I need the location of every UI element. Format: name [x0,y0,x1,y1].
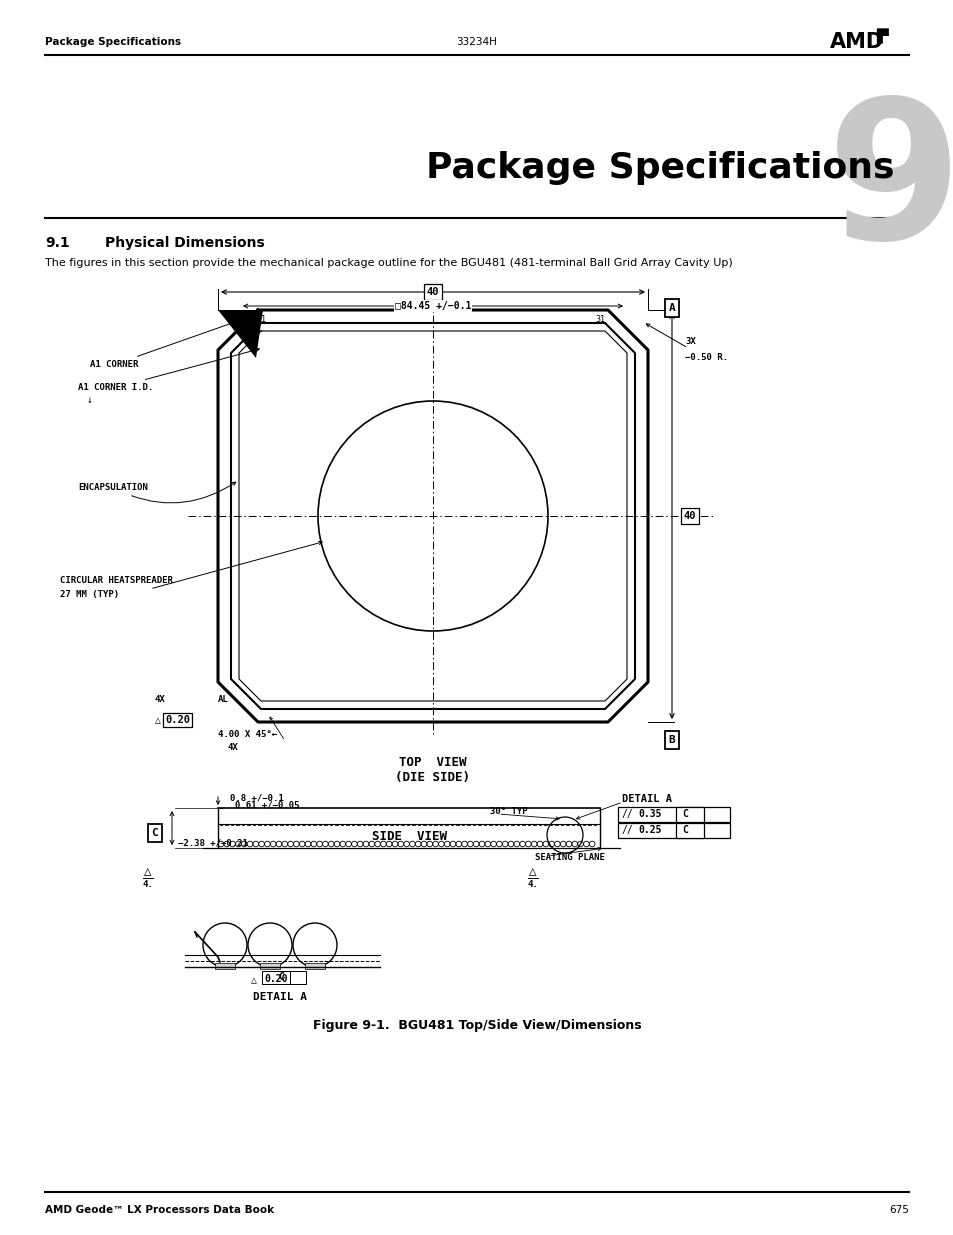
Text: A: A [668,303,675,312]
Text: ENCAPSULATION: ENCAPSULATION [78,482,235,503]
Text: AL: AL [218,695,229,704]
Text: C: C [152,827,158,839]
Text: △: △ [529,864,537,878]
Text: 1: 1 [261,315,266,324]
Text: Physical Dimensions: Physical Dimensions [105,236,265,249]
Text: Package Specifications: Package Specifications [45,37,181,47]
Text: CIRCULAR HEATSPREADER: CIRCULAR HEATSPREADER [60,576,172,585]
Text: 3X: 3X [684,337,695,347]
Text: DETAIL A: DETAIL A [621,794,671,804]
Text: ▛: ▛ [875,28,887,43]
Text: The figures in this section provide the mechanical package outline for the BGU48: The figures in this section provide the … [45,258,732,268]
Text: 4.: 4. [527,881,537,889]
Text: 40: 40 [683,511,696,521]
Text: 9.1: 9.1 [45,236,70,249]
Bar [262,971,290,984]
Bar [618,806,729,823]
Text: (DIE SIDE): (DIE SIDE) [395,771,470,784]
Text: AMD Geode™ LX Processors Data Book: AMD Geode™ LX Processors Data Book [45,1205,274,1215]
Text: 31: 31 [595,315,604,324]
Text: 4.00 X 45°←: 4.00 X 45°← [218,730,276,739]
Text: 4X: 4X [228,743,238,752]
Text: 27 MM (TYP): 27 MM (TYP) [60,590,119,599]
Text: △: △ [251,974,256,986]
Text: −0.50 R.: −0.50 R. [684,352,727,362]
Bar [618,823,729,839]
Text: A1 CORNER: A1 CORNER [90,316,251,369]
Text: SEATING PLANE: SEATING PLANE [535,852,604,862]
Text: C: C [681,825,687,835]
Text: 0.8 +/−0.1: 0.8 +/−0.1 [230,794,283,803]
Bar [260,963,280,969]
Bar [290,971,306,984]
Bar [676,806,703,823]
Text: 0.20: 0.20 [264,974,287,984]
Text: TOP  VIEW: TOP VIEW [399,756,466,769]
Text: 0.61 +/−0.05: 0.61 +/−0.05 [234,802,299,810]
Text: DETAIL A: DETAIL A [253,992,307,1002]
Text: △: △ [154,715,161,725]
Text: □84.45 +/−0.1: □84.45 +/−0.1 [395,301,471,311]
Text: A1 CORNER I.D.: A1 CORNER I.D. [78,348,259,391]
Bar [214,963,234,969]
Text: 0.25: 0.25 [638,825,660,835]
Text: −2.38 +/−0.21: −2.38 +/−0.21 [178,839,248,847]
Text: ↓: ↓ [87,395,92,405]
Text: 4.: 4. [143,881,153,889]
Text: 0.20: 0.20 [165,715,190,725]
Text: B: B [668,735,675,745]
Bar [268,808,550,824]
Text: //: // [621,825,633,835]
Text: C: C [681,809,687,819]
Text: //: // [621,809,633,819]
Text: C: C [277,972,284,982]
Text: SIDE  VIEW: SIDE VIEW [372,830,447,844]
Text: Package Specifications: Package Specifications [426,151,894,185]
Bar [676,823,703,839]
Text: AMD: AMD [829,32,883,52]
Text: 40: 40 [426,287,438,296]
Text: Figure 9-1.  BGU481 Top/Side View/Dimensions: Figure 9-1. BGU481 Top/Side View/Dimensi… [313,1019,640,1031]
Text: 9: 9 [826,91,953,279]
Bar [305,963,325,969]
Text: 0.35: 0.35 [638,809,660,819]
Text: 4X: 4X [154,695,166,704]
Text: 30° TYP: 30° TYP [490,808,527,816]
Text: 33234H: 33234H [456,37,497,47]
Polygon shape [218,310,263,358]
Text: △: △ [144,864,152,878]
Text: 675: 675 [888,1205,908,1215]
